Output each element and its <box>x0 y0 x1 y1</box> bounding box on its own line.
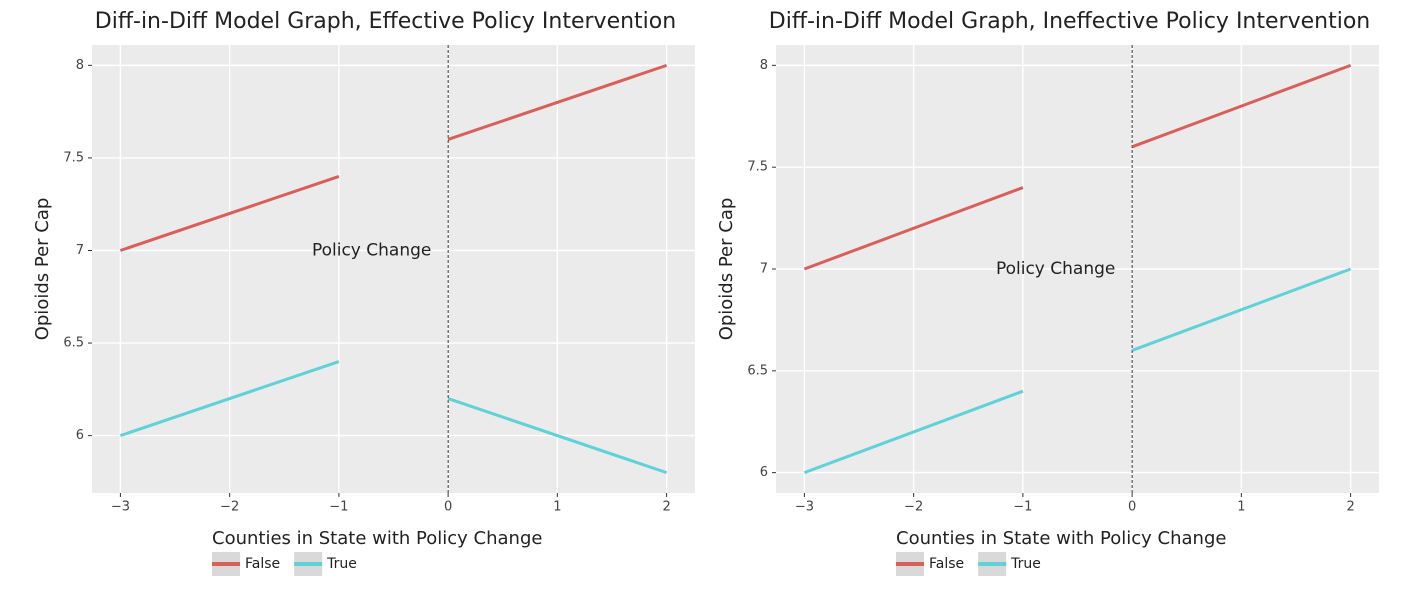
y-tick-label: 6 <box>760 465 768 480</box>
y-tick-label: 6.5 <box>747 363 768 378</box>
x-tick-label: 0 <box>1128 500 1136 515</box>
x-tick-label: −1 <box>1013 500 1032 515</box>
legend-label: True <box>1010 556 1041 572</box>
x-tick-label: 2 <box>1346 500 1354 515</box>
y-axis-label: Opioids Per Cap <box>32 198 53 341</box>
x-tick-label: −2 <box>904 500 923 515</box>
x-tick-label: −2 <box>220 500 239 515</box>
series-line <box>119 63 668 252</box>
y-tick-label: 6.5 <box>63 336 84 351</box>
legend-label: False <box>245 556 280 572</box>
chart-title: Diff-in-Diff Model Graph, Effective Poli… <box>95 9 676 34</box>
legend-title: Counties in State with Policy Change <box>212 528 542 549</box>
y-tick-label: 7 <box>760 262 768 277</box>
x-tick-label: −1 <box>329 500 348 515</box>
y-tick-label: 7.5 <box>747 160 768 175</box>
y-tick-label: 8 <box>76 58 84 73</box>
chart-title: Diff-in-Diff Model Graph, Ineffective Po… <box>769 9 1370 34</box>
panel <box>92 45 695 493</box>
y-axis-label: Opioids Per Cap <box>716 198 737 341</box>
y-tick-label: 8 <box>760 58 768 73</box>
x-tick-label: 1 <box>553 500 561 515</box>
series-line <box>119 360 668 475</box>
x-tick-label: −3 <box>111 500 130 515</box>
y-tick-label: 6 <box>76 428 84 443</box>
x-tick-label: 0 <box>444 500 452 515</box>
annotation: Policy Change <box>996 259 1115 279</box>
x-tick-label: 1 <box>1237 500 1245 515</box>
legend-title: Counties in State with Policy Change <box>896 528 1226 549</box>
legend-label: False <box>929 556 964 572</box>
x-tick-label: −3 <box>795 500 814 515</box>
annotation: Policy Change <box>312 240 431 260</box>
series-line <box>803 63 1352 271</box>
y-tick-label: 7 <box>76 243 84 258</box>
legend-label: True <box>326 556 357 572</box>
x-tick-label: 2 <box>662 500 670 515</box>
series-line <box>803 267 1352 475</box>
y-tick-label: 7.5 <box>63 150 84 165</box>
